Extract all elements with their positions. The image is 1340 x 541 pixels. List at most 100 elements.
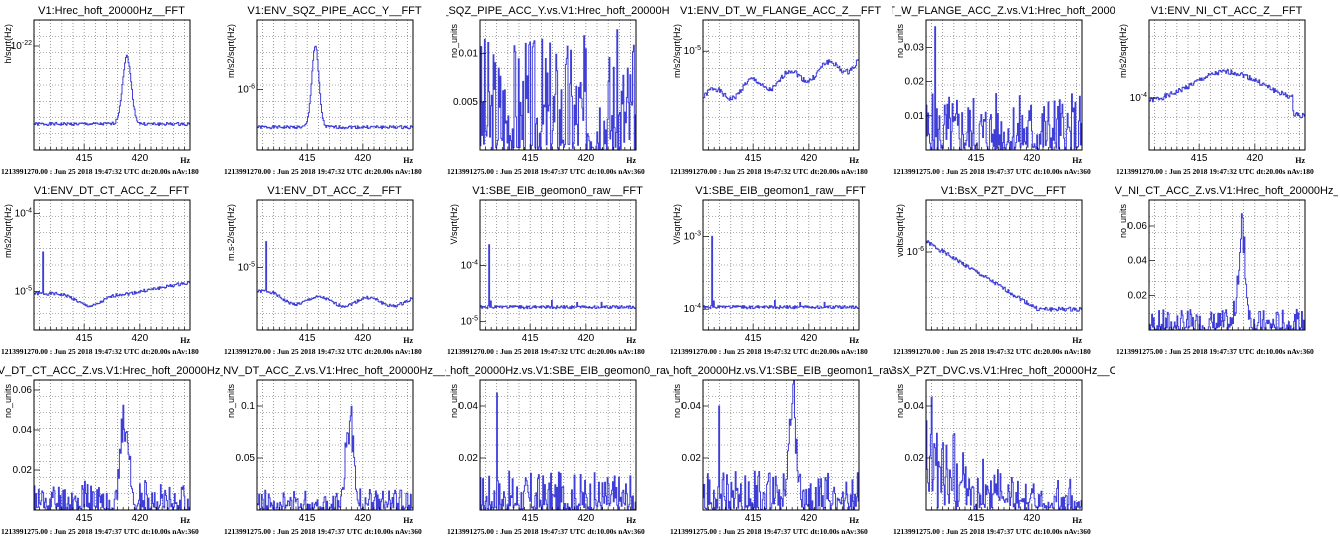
y-tick-label: 10-6 bbox=[238, 84, 255, 96]
y-axis-label: no_units bbox=[3, 384, 13, 419]
chart-panel: V1:ENV_NI_CT_ACC_Z__FFT 415 420 10-4 m/s2/sq… bbox=[1115, 0, 1338, 180]
series-line bbox=[480, 29, 637, 151]
chart-panel: V1:ENV_DT_W_FLANGE_ACC_Z__FFT 415 420 10-5 m… bbox=[669, 0, 892, 180]
chart-footer: 1213991270.00 : Jun 25 2018 19:47:32 UTC… bbox=[224, 347, 422, 356]
y-tick-label: 0.02 bbox=[905, 77, 925, 88]
series-line bbox=[34, 54, 191, 127]
chart-svg: V1:BsX_PZT_DVC.vs.V1:Hrec_hoft_20000Hz__… bbox=[892, 365, 1115, 536]
y-axis-label: m/s2/sqrt(Hz) bbox=[672, 24, 682, 78]
y-axis-label: m/s2/sqrt(Hz) bbox=[1118, 24, 1128, 78]
x-axis-unit: Hz bbox=[626, 516, 636, 525]
chart-footer: 1213991275.00 : Jun 25 2018 19:47:37 UTC… bbox=[1116, 347, 1314, 356]
chart-title: V1:SBE_EIB_geomon1_raw__FFT bbox=[695, 185, 866, 197]
series-line bbox=[926, 26, 1083, 151]
chart-panel: V1:ENV_NI_CT_ACC_Z.vs.V1:Hrec_hoft_20000… bbox=[1115, 180, 1338, 360]
chart-panel: V1:ENV_DT_CT_ACC_Z.vs.V1:Hrec_hoft_20000… bbox=[0, 360, 223, 540]
chart-footer: 1213991275.00 : Jun 25 2018 19:47:37 UTC… bbox=[224, 527, 422, 536]
y-tick-label: 0.04 bbox=[1128, 256, 1148, 267]
y-tick-label: 0.04 bbox=[13, 425, 33, 436]
x-axis-unit: Hz bbox=[849, 156, 859, 165]
y-tick-label: 0.04 bbox=[682, 401, 702, 412]
y-tick-label: 10-6 bbox=[907, 246, 924, 258]
chart-footer: 1213991270.00 : Jun 25 2018 19:47:32 UTC… bbox=[447, 347, 645, 356]
y-tick-label: 0.01 bbox=[459, 49, 479, 60]
chart-svg: V1:Hrec_hoft_20000Hz.vs.V1:SBE_EIB_geomo… bbox=[446, 365, 669, 536]
chart-svg: V1:ENV_DT_W_FLANGE_ACC_Z.vs.V1:Hrec_hoft… bbox=[892, 5, 1115, 176]
y-tick-label: 10-3 bbox=[684, 230, 701, 242]
y-tick-label: 10-4 bbox=[1130, 92, 1147, 104]
x-tick-label: 415 bbox=[522, 333, 539, 344]
y-tick-label: 10-22 bbox=[11, 40, 32, 52]
series-line bbox=[703, 235, 860, 310]
chart-svg: V1:Hrec_hoft_20000Hz.vs.V1:SBE_EIB_geomo… bbox=[669, 365, 892, 536]
y-tick-label: 10-5 bbox=[684, 45, 701, 57]
x-tick-label: 415 bbox=[76, 153, 93, 164]
y-tick-label: 0.04 bbox=[905, 401, 925, 412]
y-tick-label: 0.02 bbox=[459, 453, 479, 464]
x-tick-label: 415 bbox=[968, 513, 985, 524]
x-tick-label: 420 bbox=[355, 513, 372, 524]
x-axis-unit: Hz bbox=[626, 336, 636, 345]
chart-footer: 1213991270.00 : Jun 25 2018 19:47:32 UTC… bbox=[893, 347, 1091, 356]
x-axis-unit: Hz bbox=[1295, 156, 1305, 165]
y-axis-label: no_units bbox=[672, 384, 682, 419]
chart-title: V1:Hrec_hoft_20000Hz.vs.V1:SBE_EIB_geomo… bbox=[669, 365, 892, 377]
x-tick-label: 415 bbox=[299, 153, 316, 164]
y-tick-label: 0.02 bbox=[905, 453, 925, 464]
chart-svg: V1:Hrec_hoft_20000Hz__FFT 415 420 10-22h/sq… bbox=[1, 5, 199, 176]
y-axis-label: no_units bbox=[449, 24, 459, 59]
series-line bbox=[257, 405, 414, 511]
series-line bbox=[1149, 69, 1306, 119]
y-tick-label: 10-5 bbox=[15, 286, 32, 298]
chart-footer: 1213991275.00 : Jun 25 2018 19:47:37 UTC… bbox=[893, 527, 1091, 536]
x-tick-label: 420 bbox=[355, 333, 372, 344]
chart-panel: V1:ENV_SQZ_PIPE_ACC_Y__FFT 415 420 10-6 m/s2… bbox=[223, 0, 446, 180]
chart-panel: V1:Hrec_hoft_20000Hz__FFT 415 420 10-22 h/sq… bbox=[0, 0, 223, 180]
chart-footer: 1213991270.00 : Jun 25 2018 19:47:32 UTC… bbox=[670, 167, 868, 176]
y-tick-label: 0.02 bbox=[1128, 290, 1148, 301]
y-tick-label: 0.06 bbox=[1128, 221, 1148, 232]
chart-panel: V1:BsX_PZT_DVC__FFT 10-6 volts/sqrt(Hz) Hz 1… bbox=[892, 180, 1115, 360]
chart-title: V1:ENV_SQZ_PIPE_ACC_Y__FFT bbox=[247, 5, 422, 17]
x-tick-label: 420 bbox=[132, 513, 149, 524]
series-line bbox=[480, 244, 637, 310]
chart-title: V1:ENV_SQZ_PIPE_ACC_Y.vs.V1:Hrec_hoft_20… bbox=[446, 5, 669, 17]
y-tick-label: 10-4 bbox=[461, 260, 478, 272]
y-axis-label: m/s2/sqrt(Hz) bbox=[3, 204, 13, 258]
chart-panel: V1:Hrec_hoft_20000Hz.vs.V1:SBE_EIB_geomo… bbox=[446, 360, 669, 540]
chart-svg: V1:ENV_NI_CT_ACC_Z.vs.V1:Hrec_hoft_20000… bbox=[1115, 185, 1338, 356]
chart-footer: 1213991270.00 : Jun 25 2018 19:47:32 UTC… bbox=[670, 347, 868, 356]
x-axis-unit: Hz bbox=[180, 336, 190, 345]
x-axis-unit: Hz bbox=[1072, 156, 1082, 165]
x-tick-label: 415 bbox=[76, 513, 93, 524]
y-axis-label: no_units bbox=[226, 384, 236, 419]
series-line bbox=[34, 404, 191, 511]
x-tick-label: 420 bbox=[132, 333, 149, 344]
chart-title: V1:ENV_DT_CT_ACC_Z__FFT bbox=[34, 185, 190, 197]
chart-panel: V1:SBE_EIB_geomon0_raw__FFT 415 420 10-4 10-… bbox=[446, 180, 669, 360]
chart-panel: V1:ENV_DT_CT_ACC_Z__FFT 415 420 10-4 10-5 m/s… bbox=[0, 180, 223, 360]
chart-title: V1:Hrec_hoft_20000Hz.vs.V1:SBE_EIB_geomo… bbox=[446, 365, 669, 377]
y-tick-label: 10-4 bbox=[15, 208, 32, 220]
x-tick-label: 415 bbox=[299, 333, 316, 344]
x-axis-unit: Hz bbox=[626, 156, 636, 165]
x-tick-label: 420 bbox=[578, 333, 595, 344]
x-tick-label: 420 bbox=[132, 153, 149, 164]
x-tick-label: 420 bbox=[1024, 513, 1041, 524]
chart-panel: V1:ENV_DT_ACC_Z__FFT 415 420 10-5 m.s-2/sqrt… bbox=[223, 180, 446, 360]
chart-title: V1:SBE_EIB_geomon0_raw__FFT bbox=[472, 185, 643, 197]
chart-panel: V1:ENV_DT_ACC_Z.vs.V1:Hrec_hoft_20000Hz_… bbox=[223, 360, 446, 540]
y-tick-label: 0.02 bbox=[682, 453, 702, 464]
series-line bbox=[703, 59, 860, 101]
x-tick-label: 420 bbox=[578, 153, 595, 164]
y-axis-label: h/sqrt(Hz) bbox=[3, 24, 13, 64]
chart-panel: V1:SBE_EIB_geomon1_raw__FFT 415 420 10-3 10-… bbox=[669, 180, 892, 360]
x-axis-unit: Hz bbox=[403, 156, 413, 165]
series-line bbox=[480, 392, 637, 511]
chart-svg: V1:ENV_DT_CT_ACC_Z__FFT 415 420 10-4 10-5 m/s… bbox=[1, 185, 199, 356]
y-tick-label: 0.02 bbox=[13, 465, 33, 476]
y-tick-label: 0.1 bbox=[241, 401, 255, 412]
x-tick-label: 415 bbox=[745, 153, 762, 164]
y-tick-label: 0.005 bbox=[453, 97, 478, 108]
y-tick-label: 10-5 bbox=[238, 262, 255, 274]
